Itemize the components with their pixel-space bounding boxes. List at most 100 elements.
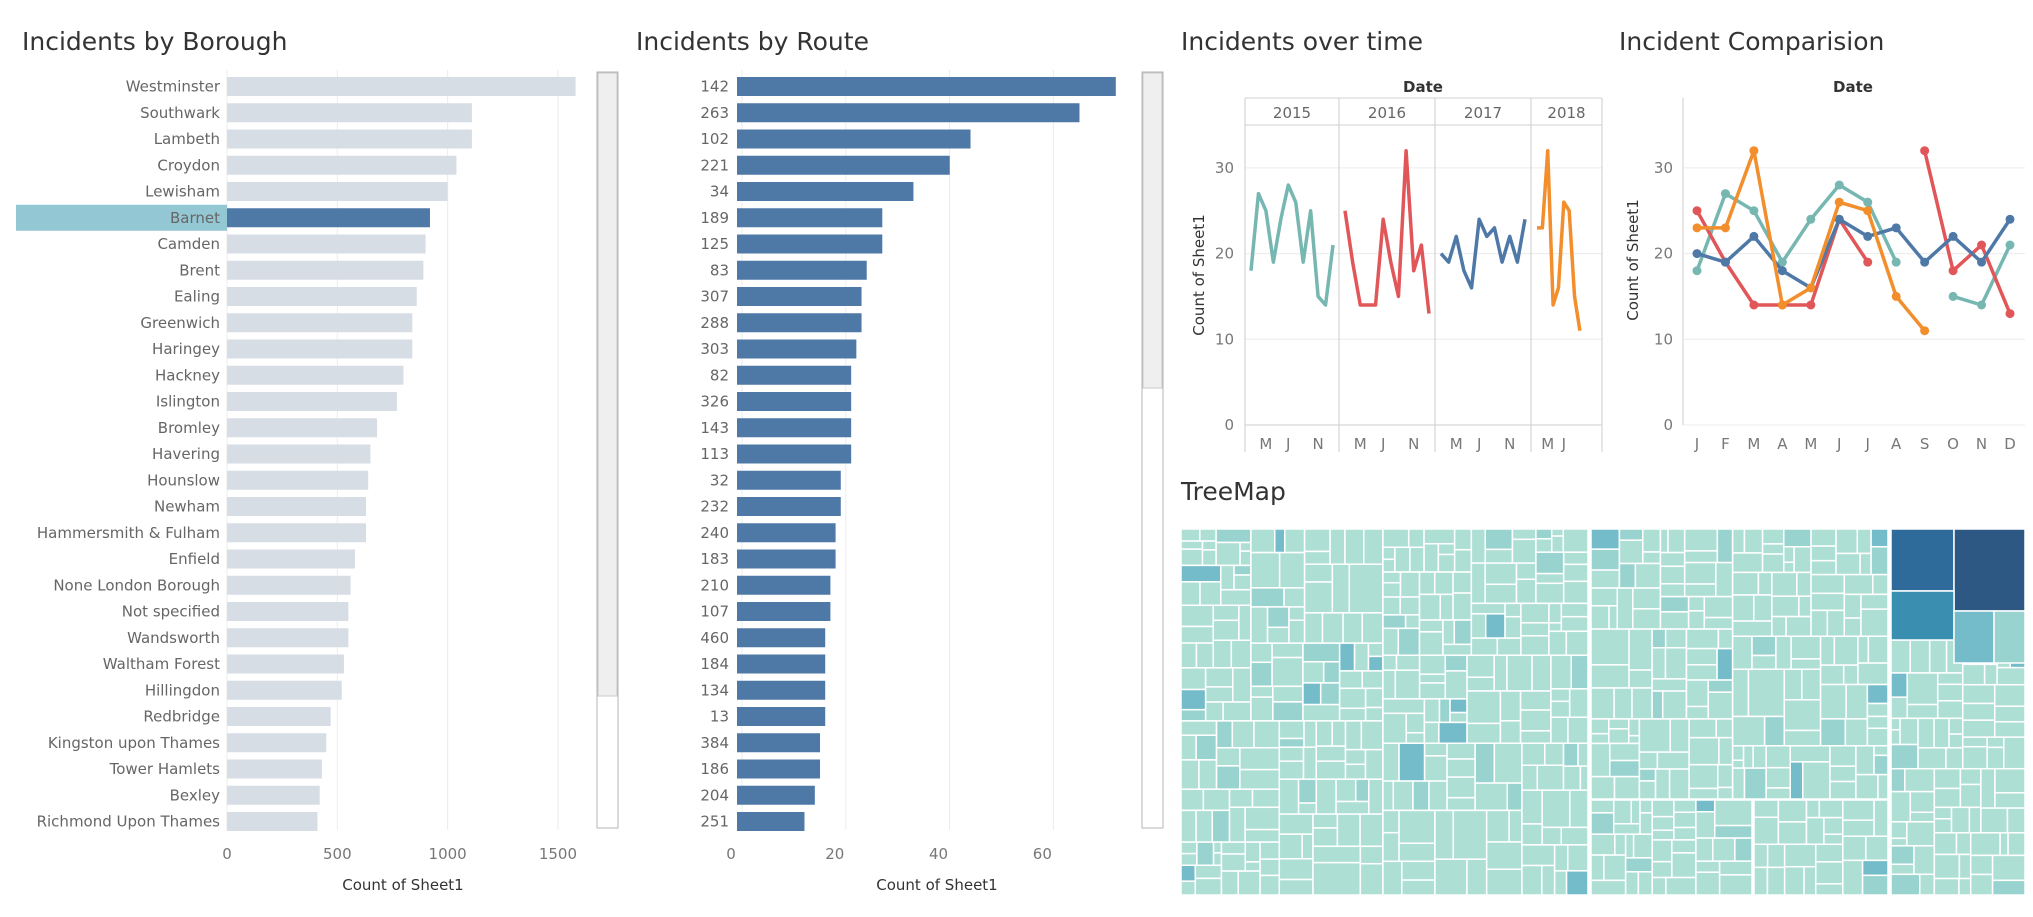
month-tick-label: J: [1285, 435, 1290, 453]
treemap-tile: [1565, 870, 1589, 896]
treemap-tile: [1499, 690, 1522, 722]
month-tick-label: J: [1380, 435, 1385, 453]
treemap-tile: [1237, 870, 1261, 896]
treemap-tile: [1766, 843, 1786, 869]
treemap-tile: [1180, 604, 1214, 628]
route-label: 288: [700, 314, 729, 332]
treemap-tile: [1579, 765, 1589, 791]
comparison-point: [1834, 197, 1844, 207]
borough-label: Bexley: [170, 786, 221, 804]
month-tick-label: M: [1450, 435, 1463, 453]
treemap-tile: [1567, 716, 1589, 745]
route-bar: [737, 759, 821, 779]
month-tick-label: M: [1747, 435, 1760, 453]
treemap-tile: [1826, 609, 1846, 637]
treemap-tile: [1994, 792, 2026, 809]
treemap-tile: [1550, 528, 1565, 537]
treemap-tile: [1796, 571, 1812, 597]
treemap-tile: [1212, 639, 1233, 669]
treemap-tile: [1382, 669, 1397, 700]
route-bar: [737, 155, 950, 175]
treemap-tile: [1244, 828, 1281, 843]
comparison-point: [2005, 309, 2015, 319]
comparison-point: [1749, 206, 1759, 216]
treemap-tile: [1283, 587, 1306, 608]
month-tick-label: F: [1721, 435, 1730, 453]
treemap-tile: [1651, 690, 1664, 720]
treemap-tile: [1969, 832, 2001, 857]
treemap-tile: [1861, 859, 1889, 877]
treemap-tile: [1634, 562, 1662, 589]
treemap-tile: [1485, 841, 1523, 871]
treemap-tile: [1890, 790, 1912, 823]
y-tick-label: 10: [1215, 330, 1234, 348]
treemap-tile: [1743, 528, 1764, 554]
y-axis-title: Count of Sheet1: [1190, 214, 1208, 335]
borough-bar: [227, 234, 426, 254]
treemap-tile: [1470, 528, 1486, 564]
borough-bar: [227, 654, 344, 674]
treemap-tile: [1194, 864, 1223, 880]
route-bar: [737, 680, 826, 700]
treemap-tile: [1278, 746, 1305, 762]
treemap-tile: [1452, 571, 1473, 594]
treemap-tile: [1220, 588, 1252, 607]
treemap-tile: [1590, 528, 1621, 550]
treemap-tile: [1664, 628, 1688, 649]
treemap-tile: [1302, 682, 1322, 706]
treemap-tile: [1220, 853, 1247, 872]
treemap-tile: [1315, 745, 1347, 762]
treemap-tile: [1338, 670, 1363, 690]
treemap-tile: [1394, 669, 1421, 700]
treemap-tile: [1466, 858, 1488, 896]
treemap-tile: [1199, 581, 1222, 607]
borough-label: Havering: [152, 445, 220, 463]
treemap-tile: [1278, 833, 1303, 860]
treemap-tile: [1783, 561, 1795, 574]
treemap-tile: [1873, 754, 1889, 776]
treemap-tile: [1180, 734, 1197, 761]
treemap-tile: [1444, 654, 1468, 672]
route-label: 326: [700, 393, 729, 411]
borough-bar: [227, 313, 413, 333]
treemap-tile: [1969, 854, 1994, 876]
x-tick-label: 500: [323, 845, 352, 863]
treemap-tile: [1562, 528, 1589, 553]
treemap-tile: [1398, 742, 1426, 782]
treemap-tile: [1315, 778, 1337, 815]
treemap-tile: [1485, 868, 1523, 896]
treemap-tile: [1890, 845, 1915, 866]
treemap-tile: [1933, 818, 1953, 834]
treemap-tile: [1955, 832, 1972, 856]
borough-label: Lambeth: [154, 130, 220, 148]
route-label: 204: [700, 786, 729, 804]
treemap-tile: [1504, 615, 1522, 639]
treemap-tile: [1590, 687, 1615, 720]
treemap-tile: [1204, 667, 1234, 688]
treemap-tile: [1685, 664, 1718, 681]
treemap-tile: [1560, 602, 1589, 618]
treemap-tile: [1630, 799, 1641, 825]
treemap-tile: [1958, 853, 1972, 880]
treemap-tile: [1250, 661, 1273, 688]
treemap-tile: [1553, 844, 1569, 872]
treemap-tile: [1198, 759, 1218, 790]
treemap-tile: [1909, 811, 1936, 823]
treemap-tile: [1180, 720, 1218, 736]
treemap-tile: [1180, 688, 1207, 711]
route-bar: [737, 470, 841, 490]
treemap-tile: [1180, 548, 1204, 567]
treemap-tile: [1303, 581, 1334, 614]
treemap-tile: [1382, 780, 1395, 812]
treemap-tile: [1508, 809, 1523, 843]
treemap-tile: [1624, 857, 1653, 873]
treemap-tile: [1950, 806, 1971, 834]
treemap-tile: [1842, 819, 1875, 837]
treemap-tile: [1637, 871, 1653, 896]
treemap-tile: [1959, 783, 1982, 809]
y-tick-label: 0: [1663, 416, 1673, 434]
route-label: 142: [700, 78, 729, 96]
treemap-tile: [1303, 720, 1318, 748]
treemap-tile: [1548, 630, 1568, 657]
treemap-tile: [1535, 551, 1565, 575]
